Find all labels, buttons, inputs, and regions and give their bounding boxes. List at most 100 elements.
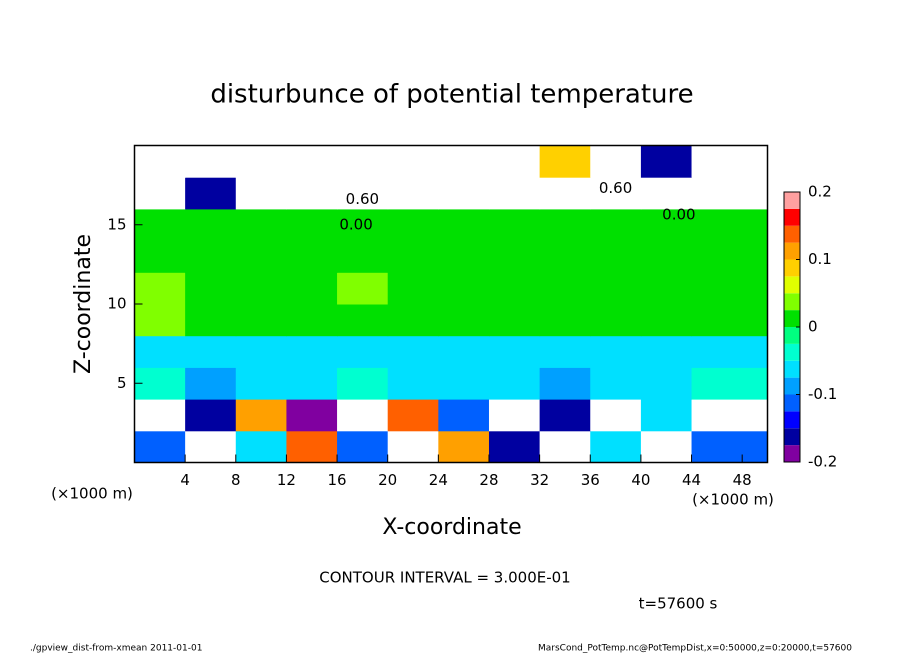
y-tick-label: 5 bbox=[117, 374, 127, 392]
x-tick-label: 24 bbox=[429, 471, 448, 489]
heatmap-cell bbox=[337, 272, 389, 305]
heatmap-cell bbox=[134, 367, 186, 400]
heatmap-cell bbox=[488, 208, 541, 242]
heatmap-cell bbox=[590, 399, 642, 432]
contour-note: CONTOUR INTERVAL = 3.000E-01 bbox=[319, 569, 570, 587]
heatmap-cell bbox=[488, 145, 541, 178]
heatmap-cell bbox=[134, 335, 186, 368]
heatmap-cell bbox=[640, 177, 693, 210]
heatmap-cell bbox=[640, 335, 693, 368]
heatmap-cell bbox=[691, 335, 768, 368]
heatmap-cell bbox=[387, 430, 439, 463]
heatmap-cell bbox=[185, 208, 237, 242]
heatmap-cell bbox=[539, 208, 591, 242]
colorbar-segment bbox=[784, 327, 800, 344]
colorbar-segment bbox=[784, 428, 800, 446]
heatmap-cell bbox=[539, 145, 591, 178]
heatmap-cell bbox=[134, 430, 186, 463]
heatmap-cell bbox=[235, 335, 287, 368]
heatmap-cell bbox=[387, 399, 439, 432]
heatmap-cell bbox=[337, 208, 389, 242]
heatmap-cell bbox=[286, 145, 338, 178]
heatmap-cell bbox=[185, 272, 237, 305]
heatmap-cell bbox=[185, 367, 237, 400]
heatmap-cell bbox=[387, 367, 439, 400]
heatmap-cell bbox=[488, 335, 541, 368]
y-tick-label: 10 bbox=[107, 295, 126, 313]
heatmap-cell bbox=[185, 399, 237, 432]
heatmap-cell bbox=[337, 145, 389, 178]
heatmap-cell bbox=[438, 367, 490, 400]
colorbar-segment bbox=[784, 343, 800, 361]
colorbar-tick-label: 0 bbox=[808, 318, 818, 336]
heatmap-cell bbox=[235, 430, 287, 463]
footer-left: ./gpview_dist-from-xmean 2011-01-01 bbox=[30, 644, 202, 654]
x-tick-label: 40 bbox=[631, 471, 650, 489]
heatmap-cell bbox=[488, 430, 541, 463]
heatmap-cell bbox=[235, 177, 287, 210]
colorbar-segment bbox=[784, 394, 800, 412]
heatmap-cell bbox=[590, 208, 642, 242]
heatmap-cell bbox=[590, 145, 642, 178]
time-note: t=57600 s bbox=[639, 595, 718, 613]
heatmap-cell bbox=[337, 177, 389, 210]
heatmap-cell bbox=[235, 304, 287, 337]
heatmap-cell bbox=[387, 304, 439, 337]
heatmap-cell bbox=[691, 145, 768, 178]
heatmap-cell bbox=[134, 145, 186, 178]
contour-label: 0.60 bbox=[599, 179, 632, 197]
colorbar-segment bbox=[784, 208, 800, 226]
heatmap-cell bbox=[286, 430, 338, 463]
heatmap-cell bbox=[337, 240, 389, 273]
colorbar-tick-label: 0.1 bbox=[808, 250, 832, 268]
heatmap-cell bbox=[438, 177, 490, 210]
colorbar-segment bbox=[784, 360, 800, 378]
x-tick-label: 16 bbox=[328, 471, 347, 489]
heatmap-cell bbox=[235, 399, 287, 432]
heatmap-cell bbox=[691, 208, 768, 242]
contour-label: 0.00 bbox=[339, 215, 372, 233]
x-tick-label: 48 bbox=[733, 471, 752, 489]
heatmap-cell bbox=[185, 304, 237, 337]
heatmap-cell bbox=[134, 208, 186, 242]
heatmap-cell bbox=[488, 304, 541, 337]
y-tick-label: 15 bbox=[107, 215, 126, 233]
heatmap-cell bbox=[134, 240, 186, 273]
colorbar-segment bbox=[784, 192, 800, 209]
colorbar-segment bbox=[784, 377, 800, 395]
heatmap-cell bbox=[185, 145, 237, 178]
heatmap-cell bbox=[235, 272, 287, 305]
heatmap-cell bbox=[185, 177, 237, 210]
x-tick-label: 20 bbox=[378, 471, 397, 489]
heatmap-cell bbox=[185, 240, 237, 273]
heatmap-cell bbox=[691, 399, 768, 432]
heatmap-cell bbox=[438, 145, 490, 178]
heatmap-cell bbox=[286, 272, 338, 305]
heatmap-cell bbox=[590, 304, 642, 337]
colorbar-segment bbox=[784, 310, 800, 327]
x-tick-label: 8 bbox=[231, 471, 241, 489]
heatmap-cell bbox=[134, 304, 186, 337]
heatmap-cell bbox=[640, 272, 693, 305]
colorbar-tick-label: -0.1 bbox=[808, 385, 837, 403]
colorbar-segment bbox=[784, 445, 800, 462]
heatmap-cell bbox=[235, 367, 287, 400]
x-axis-label: X-coordinate bbox=[382, 515, 521, 540]
heatmap-cell bbox=[539, 399, 591, 432]
heatmap-cell bbox=[185, 430, 237, 463]
heatmap-cell bbox=[387, 240, 439, 273]
heatmap-cell bbox=[691, 272, 768, 305]
heatmap-cell bbox=[590, 272, 642, 305]
heatmap-cell bbox=[438, 240, 490, 273]
heatmap-cell bbox=[235, 145, 287, 178]
heatmap-cell bbox=[286, 335, 338, 368]
heatmap-cell bbox=[286, 399, 338, 432]
heatmap-cell bbox=[438, 430, 490, 463]
heatmap-cell bbox=[387, 335, 439, 368]
heatmap-cell bbox=[337, 335, 389, 368]
heatmap-cell bbox=[691, 240, 768, 273]
x-tick-label: 12 bbox=[277, 471, 296, 489]
heatmap-cell bbox=[438, 399, 490, 432]
x-unit: (×1000 m) bbox=[692, 491, 774, 509]
